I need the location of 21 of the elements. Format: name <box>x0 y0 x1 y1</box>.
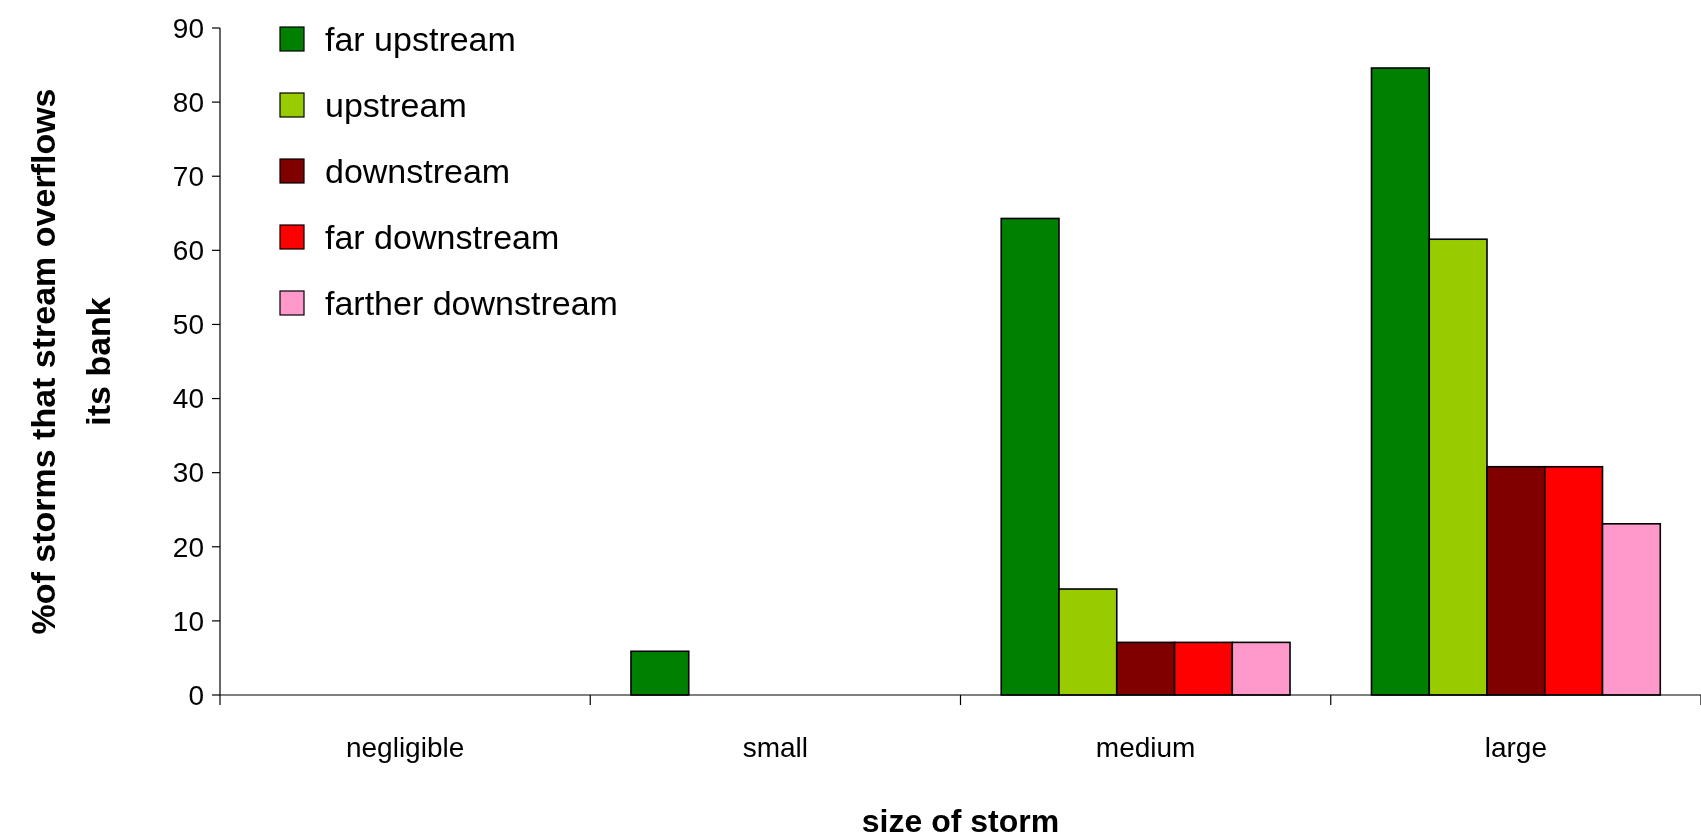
y-tick-label: 20 <box>172 531 204 563</box>
y-tick-label: 70 <box>172 161 204 193</box>
y-tick-label: 50 <box>172 309 204 341</box>
y-tick-label: 30 <box>172 457 204 489</box>
x-tick-label: small <box>742 732 809 763</box>
y-tick-label: 10 <box>172 605 204 637</box>
y-tick-label: 40 <box>172 383 204 415</box>
legend-label: upstream <box>325 85 467 124</box>
y-axis-title: %of storms that stream overflows its bank <box>24 88 117 635</box>
x-tick-label: negligible <box>345 732 465 763</box>
x-tick-label: large <box>1484 732 1548 763</box>
legend-label: far downstream <box>325 217 560 256</box>
legend-label: downstream <box>325 151 511 190</box>
y-tick-label: 80 <box>172 86 204 118</box>
y-tick-label: 90 <box>172 12 204 44</box>
legend-label: farther downstream <box>325 283 618 322</box>
x-axis-title: size of storm <box>861 803 1060 839</box>
y-tick-label: 0 <box>188 679 204 711</box>
x-tick-label: medium <box>1095 732 1196 763</box>
y-tick-label: 60 <box>172 235 204 267</box>
legend-label: far upstream <box>325 19 516 58</box>
